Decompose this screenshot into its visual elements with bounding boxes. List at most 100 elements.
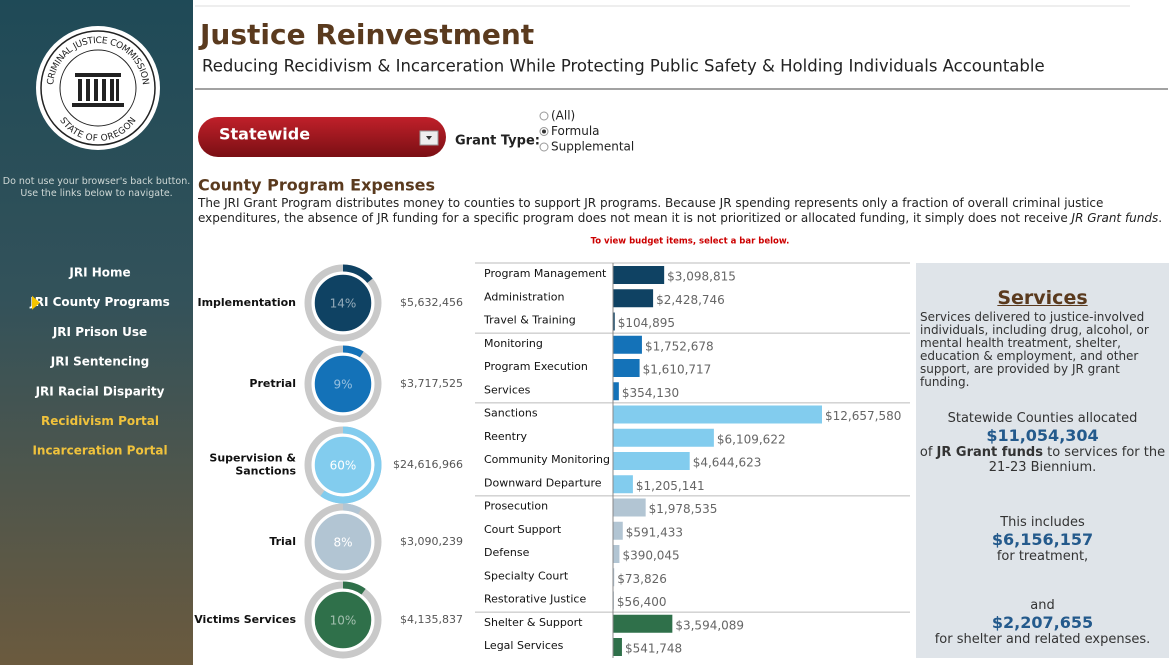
dropdown-arrow [426, 136, 432, 140]
description-text: The JRI Grant Program distributes money … [198, 196, 1104, 225]
bar-label: $1,752,678 [645, 339, 714, 353]
donut-label: 9% [333, 378, 352, 392]
allocated-suffix: to services for the 21-23 Biennium. [988, 445, 1166, 475]
radio-dot [542, 129, 546, 134]
nav-link[interactable]: JRI Racial Disparity [35, 384, 165, 398]
item-name[interactable]: Legal Services [484, 639, 564, 652]
item-name[interactable]: Community Monitoring [484, 453, 610, 466]
item-name[interactable]: Defense [484, 546, 530, 559]
section-description: The JRI Grant Program distributes money … [198, 196, 1163, 226]
notice: Do not use your browser's back button. U… [2, 176, 191, 199]
bar[interactable] [613, 428, 714, 447]
seal-ring [59, 49, 137, 127]
allocated-emphasis: JR Grant funds [936, 445, 1043, 460]
group-total: $24,616,966 [393, 458, 463, 471]
grant-type-label: Grant Type: [455, 134, 540, 149]
item-name[interactable]: Sanctions [484, 407, 538, 420]
nav-current-arrow [32, 295, 40, 310]
group-total: $3,090,239 [400, 535, 463, 548]
donut-center [313, 273, 373, 333]
description-end: . [1158, 211, 1163, 225]
item-name[interactable]: Specialty Court [484, 569, 569, 582]
region-dropdown[interactable]: Statewide [198, 117, 446, 157]
seal-ring [40, 30, 156, 146]
bar-label: $541,748 [625, 642, 682, 656]
item-name[interactable]: Program Management [484, 267, 607, 280]
donut-center [313, 590, 373, 650]
donut-arc[interactable] [342, 264, 373, 284]
dropdown-value[interactable]: Statewide [219, 125, 310, 144]
bar[interactable] [613, 312, 615, 331]
bar[interactable] [613, 521, 623, 540]
seal-building [72, 73, 124, 107]
donut-arc[interactable] [320, 426, 382, 504]
treatment-text: for treatment, [996, 549, 1089, 564]
group-total: $4,135,837 [400, 613, 463, 626]
item-name[interactable]: Travel & Training [483, 314, 576, 327]
donut-arc[interactable] [342, 345, 364, 358]
donut-center [313, 512, 373, 572]
donut-label: 14% [330, 297, 357, 311]
nav-link[interactable]: Incarceration Portal [32, 444, 167, 458]
dropdown-pill[interactable] [198, 117, 446, 157]
services-title: Services [997, 287, 1088, 309]
nav-link[interactable]: JRI Prison Use [52, 325, 147, 339]
radio-group: (All)Formula Supplemental [539, 109, 634, 154]
item-name[interactable]: Reentry [484, 430, 527, 443]
bar[interactable] [613, 335, 642, 354]
bar[interactable] [613, 614, 673, 633]
nav-link[interactable]: JRI Sentencing [50, 355, 149, 369]
bar[interactable] [613, 405, 822, 424]
nav-link[interactable]: JRI County Programs [29, 295, 169, 309]
donut-arc[interactable] [342, 503, 362, 515]
shelter-amount: $2,207,655 [991, 613, 1094, 632]
radio-label[interactable]: Formula [551, 124, 600, 138]
bar-label: $104,895 [618, 316, 675, 330]
bar[interactable] [613, 289, 654, 308]
radio-label[interactable]: (All) [551, 109, 575, 123]
item-name[interactable]: Prosecution [484, 500, 548, 513]
shelter-text: for shelter and related expenses. [934, 632, 1151, 647]
bar[interactable] [613, 545, 620, 563]
nav-link[interactable]: Recidivism Portal [41, 414, 159, 428]
includes-intro: This includes [1000, 515, 1085, 530]
bar-label: $6,109,622 [717, 432, 786, 446]
donut-label: 8% [333, 536, 352, 550]
nav: JRI Home JRI County Programs JRI Prison Us… [29, 266, 169, 458]
item-name[interactable]: Downward Departure [484, 476, 602, 489]
bar[interactable] [613, 568, 615, 587]
radio[interactable] [539, 111, 549, 121]
bar[interactable] [613, 475, 633, 494]
bar-label: $73,826 [617, 572, 667, 586]
item-name[interactable]: Program Execution [484, 360, 588, 373]
bar[interactable] [613, 638, 622, 656]
bar[interactable] [613, 359, 640, 377]
nav-link[interactable]: JRI Home [68, 266, 130, 280]
donut-center [313, 435, 373, 495]
bar-label: $3,594,089 [675, 618, 744, 632]
bar[interactable] [613, 266, 665, 284]
bar[interactable] [613, 498, 646, 517]
and-text: and [1030, 598, 1055, 613]
bar[interactable] [613, 452, 690, 470]
allocated-prefix: of [919, 445, 937, 460]
donut-arc[interactable] [342, 581, 366, 595]
radio-label[interactable]: Supplemental [551, 140, 634, 154]
bar-label: $390,045 [622, 549, 679, 563]
item-name[interactable]: Administration [484, 290, 565, 303]
item-name[interactable]: Monitoring [484, 337, 543, 350]
item-name[interactable]: Shelter & Support [484, 616, 583, 629]
bar[interactable] [613, 382, 619, 401]
hint: To view budget items, select a bar below… [591, 237, 790, 247]
services-description: Services delivered to justice-involved i… [920, 310, 1149, 389]
description-emphasis: JR Grant funds [1071, 211, 1159, 225]
group-total: $5,632,456 [400, 296, 463, 309]
title: Justice Reinvestment [198, 18, 534, 51]
item-name[interactable]: Restorative Justice [484, 593, 586, 606]
item-name[interactable]: Court Support [484, 523, 562, 536]
item-name[interactable]: Services [484, 383, 531, 396]
radio[interactable] [539, 142, 549, 152]
allocated-amount: $11,054,304 [986, 426, 1099, 445]
